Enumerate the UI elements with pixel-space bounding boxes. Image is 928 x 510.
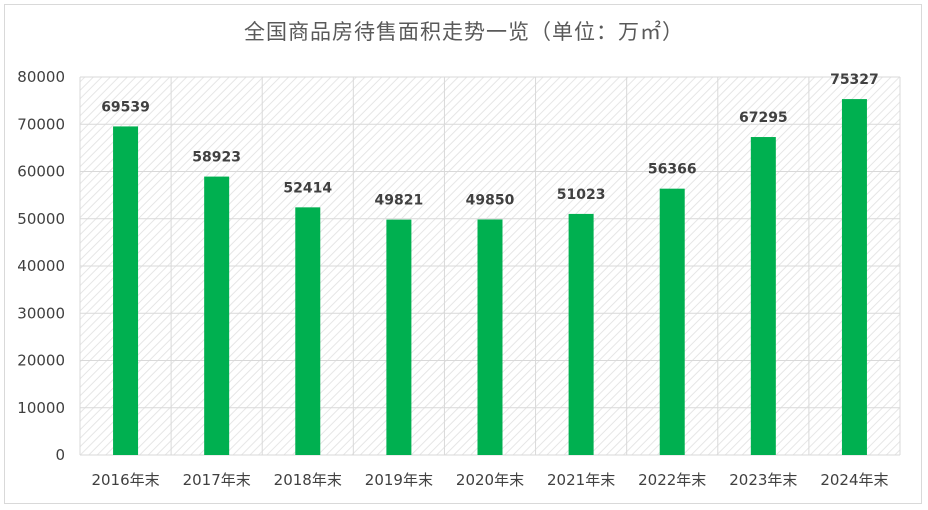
y-axis: 0 10000 20000 30000 40000 50000 60000 70000 8000… [17, 68, 65, 464]
bar [841, 99, 867, 455]
bar [750, 137, 776, 455]
x-tick-label: 2020年末 [456, 471, 524, 489]
y-tick-label: 60000 [17, 163, 65, 181]
x-tick-label: 2021年末 [547, 471, 615, 489]
bar [113, 126, 139, 455]
y-tick-label: 20000 [17, 352, 65, 370]
bar [295, 207, 321, 455]
data-label: 49821 [375, 193, 424, 209]
data-label: 58923 [192, 150, 241, 166]
y-tick-label: 50000 [17, 210, 65, 228]
data-label: 56366 [648, 162, 697, 178]
x-tick-label: 2016年末 [91, 471, 159, 489]
bar [568, 213, 594, 455]
data-label: 75327 [830, 72, 879, 88]
data-label: 69539 [101, 99, 150, 115]
y-tick-label: 80000 [17, 68, 65, 86]
x-tick-label: 2017年末 [183, 471, 251, 489]
data-label: 52414 [283, 180, 332, 196]
x-axis: 2016年末 2017年末 2018年末 2019年末 2020年末 2021年末 2022… [91, 471, 888, 489]
x-tick-label: 2024年末 [820, 471, 888, 489]
data-labels: 69539 58923 52414 49821 49850 51023 56366 67295… [101, 72, 879, 209]
x-tick-label: 2023年末 [729, 471, 797, 489]
data-label: 67295 [739, 110, 788, 126]
chart-title: 全国商品房待售面积走势一览（单位：万㎡） [244, 20, 684, 44]
bar [477, 219, 503, 455]
x-tick-label: 2022年末 [638, 471, 706, 489]
y-tick-label: 0 [55, 446, 65, 464]
x-tick-label: 2019年末 [365, 471, 433, 489]
data-label: 49850 [466, 192, 515, 208]
x-tick-label: 2018年末 [274, 471, 342, 489]
data-label: 51023 [557, 187, 606, 203]
bar [204, 176, 230, 456]
bar [659, 188, 685, 455]
y-tick-label: 10000 [17, 399, 65, 417]
bar [386, 219, 412, 455]
y-tick-label: 40000 [17, 257, 65, 275]
bars [113, 99, 867, 456]
y-tick-label: 30000 [17, 304, 65, 322]
y-tick-label: 70000 [17, 115, 65, 133]
